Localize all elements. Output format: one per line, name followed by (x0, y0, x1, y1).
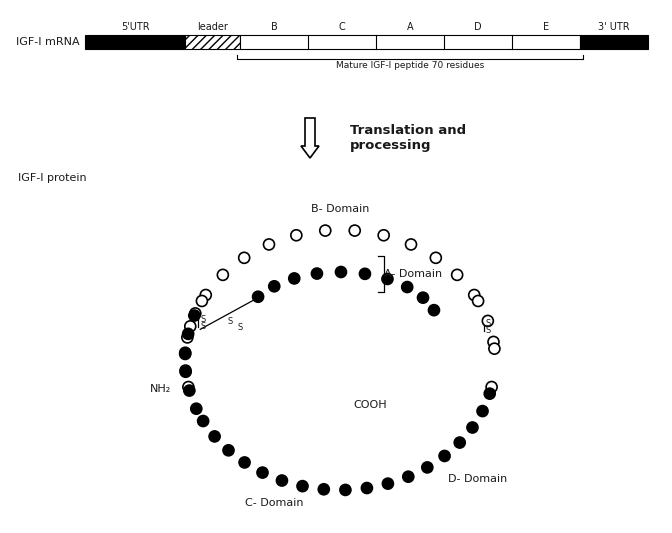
Bar (85, 35, 185, 49)
Circle shape (482, 316, 493, 326)
Circle shape (253, 291, 263, 302)
Circle shape (486, 382, 497, 392)
Bar (185, 35, 240, 49)
Circle shape (209, 431, 220, 442)
Circle shape (239, 457, 250, 468)
Circle shape (430, 252, 442, 263)
Text: S: S (228, 317, 233, 326)
Circle shape (454, 437, 465, 448)
Circle shape (183, 382, 194, 392)
Circle shape (179, 349, 191, 359)
Text: NH₂: NH₂ (150, 384, 171, 394)
Circle shape (189, 310, 200, 321)
Bar (580, 35, 648, 49)
Circle shape (217, 269, 228, 280)
Text: S: S (238, 323, 243, 332)
Circle shape (362, 482, 372, 494)
Text: leader: leader (197, 22, 228, 32)
Circle shape (276, 475, 288, 486)
Circle shape (289, 273, 300, 284)
Circle shape (340, 484, 351, 495)
Text: S: S (486, 319, 491, 328)
Polygon shape (301, 118, 319, 158)
Circle shape (405, 239, 417, 250)
Text: E: E (543, 22, 549, 32)
Circle shape (320, 225, 331, 236)
Circle shape (477, 406, 488, 417)
Circle shape (239, 252, 250, 263)
Circle shape (349, 225, 360, 236)
Circle shape (469, 289, 480, 301)
Circle shape (422, 462, 433, 473)
Circle shape (223, 445, 234, 456)
Text: IGF-I mRNA: IGF-I mRNA (16, 37, 80, 47)
Text: A: A (407, 22, 413, 32)
Circle shape (198, 416, 208, 426)
Text: C- Domain: C- Domain (245, 498, 304, 508)
Text: Translation and
processing: Translation and processing (350, 124, 466, 152)
Circle shape (182, 332, 193, 343)
Circle shape (402, 281, 413, 293)
Circle shape (196, 295, 208, 306)
Circle shape (191, 403, 202, 414)
Circle shape (257, 467, 268, 478)
Text: 5'UTR: 5'UTR (121, 22, 149, 32)
Text: A- Domain: A- Domain (384, 269, 442, 279)
Circle shape (180, 366, 191, 377)
Circle shape (183, 328, 194, 340)
Circle shape (179, 347, 191, 358)
Circle shape (382, 273, 393, 285)
Text: S: S (200, 322, 206, 332)
Circle shape (403, 471, 414, 482)
Text: B- Domain: B- Domain (311, 204, 369, 214)
Circle shape (291, 230, 302, 241)
Text: 3' UTR: 3' UTR (598, 22, 630, 32)
Circle shape (200, 289, 211, 301)
Circle shape (311, 268, 323, 279)
Text: D- Domain: D- Domain (448, 474, 507, 483)
Circle shape (319, 484, 329, 495)
Circle shape (190, 308, 201, 319)
Circle shape (417, 292, 429, 303)
Circle shape (184, 385, 195, 396)
Bar (240, 35, 580, 49)
Text: C: C (339, 22, 345, 32)
Circle shape (185, 321, 196, 332)
Circle shape (360, 268, 370, 279)
Circle shape (488, 336, 499, 348)
Circle shape (467, 422, 478, 433)
Text: COOH: COOH (353, 400, 387, 410)
Circle shape (180, 365, 191, 376)
Text: Mature IGF-I peptide 70 residues: Mature IGF-I peptide 70 residues (336, 61, 484, 70)
Text: S: S (200, 316, 206, 324)
Circle shape (489, 343, 500, 354)
Text: D: D (474, 22, 482, 32)
Circle shape (269, 281, 280, 292)
Circle shape (263, 239, 274, 250)
Circle shape (452, 269, 462, 280)
Circle shape (378, 230, 389, 241)
Circle shape (439, 450, 450, 462)
Text: B: B (271, 22, 278, 32)
Circle shape (382, 478, 393, 489)
Circle shape (472, 295, 484, 306)
Circle shape (335, 266, 347, 278)
Circle shape (297, 481, 308, 491)
Text: IGF-I protein: IGF-I protein (18, 173, 87, 183)
Text: S: S (486, 326, 491, 335)
Circle shape (485, 388, 495, 399)
Circle shape (429, 305, 439, 316)
